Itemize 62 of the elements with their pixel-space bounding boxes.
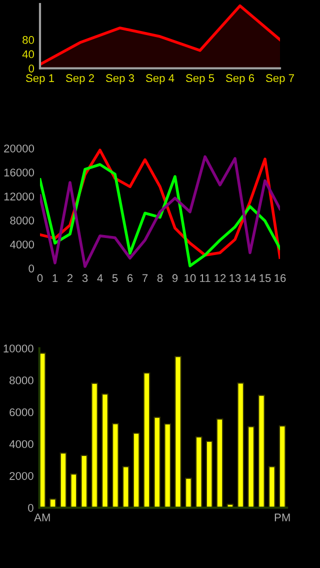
x-tick-label: Sep 7	[266, 74, 294, 84]
bar	[206, 440, 213, 508]
bar	[258, 394, 265, 508]
bar	[248, 426, 254, 508]
x-tick-label: 0	[37, 274, 43, 282]
bar	[164, 423, 172, 508]
x-tick-label: 12	[214, 274, 226, 282]
x-tick-label: 1	[52, 274, 58, 282]
y-tick-label: 2000	[10, 472, 34, 480]
bar	[102, 393, 108, 508]
bar	[216, 418, 224, 508]
x-tick-label: Sep 3	[106, 74, 134, 84]
x-tick-label: AM	[34, 514, 50, 522]
bar	[195, 436, 202, 508]
bar	[112, 423, 119, 508]
bar	[185, 478, 192, 508]
y-tick-label: 0	[28, 264, 34, 272]
x-tick-label: 9	[172, 274, 178, 282]
y-tick-label: 4000	[9, 440, 34, 448]
bar	[60, 452, 67, 508]
y-tick-label: 0	[28, 64, 34, 72]
y-tick-label: 0	[28, 504, 34, 512]
bar	[122, 466, 130, 508]
bar	[154, 416, 161, 508]
bar	[70, 473, 78, 508]
y-tick-label: 12000	[4, 192, 34, 200]
bar	[278, 425, 286, 508]
y-tick-label: 80	[22, 36, 34, 44]
x-tick-label: 10	[184, 274, 196, 282]
y-tick-label: 4000	[10, 240, 34, 248]
y-tick-label: 16000	[4, 168, 34, 176]
x-tick-label: 3	[82, 274, 88, 282]
y-tick-label: 8000	[10, 216, 34, 224]
x-tick-label: 4	[97, 274, 103, 282]
x-tick-label: 13	[230, 274, 241, 282]
y-tick-label: 10000	[4, 344, 34, 352]
x-tick-label: Sep 4	[146, 74, 174, 84]
x-tick-label: Sep 6	[226, 74, 254, 84]
x-tick-label: 16	[274, 274, 286, 282]
y-tick-label: 8000	[10, 376, 34, 384]
bar	[143, 372, 150, 508]
x-tick-label: 8	[157, 274, 163, 282]
x-tick-label: PM	[274, 514, 290, 522]
x-tick-label: 5	[112, 274, 118, 282]
y-tick-label: 40	[22, 50, 34, 58]
x-tick-label: Sep 5	[186, 74, 214, 84]
x-tick-label: 6	[127, 274, 133, 282]
bar	[237, 382, 244, 508]
bar	[132, 432, 140, 508]
y-tick-label: 20000	[4, 144, 34, 152]
y-tick-label: 6000	[10, 408, 34, 416]
x-tick-label: 7	[142, 274, 148, 282]
bar	[91, 382, 98, 508]
x-tick-label: Sep 2	[66, 74, 94, 84]
x-tick-label: 14	[244, 274, 256, 282]
bar	[174, 356, 182, 508]
bar	[268, 466, 276, 508]
x-tick-label: 11	[200, 274, 210, 282]
x-tick-label: 2	[67, 274, 73, 282]
x-tick-label: Sep 1	[26, 74, 54, 84]
bar	[80, 454, 88, 508]
x-tick-label: 15	[260, 274, 271, 282]
